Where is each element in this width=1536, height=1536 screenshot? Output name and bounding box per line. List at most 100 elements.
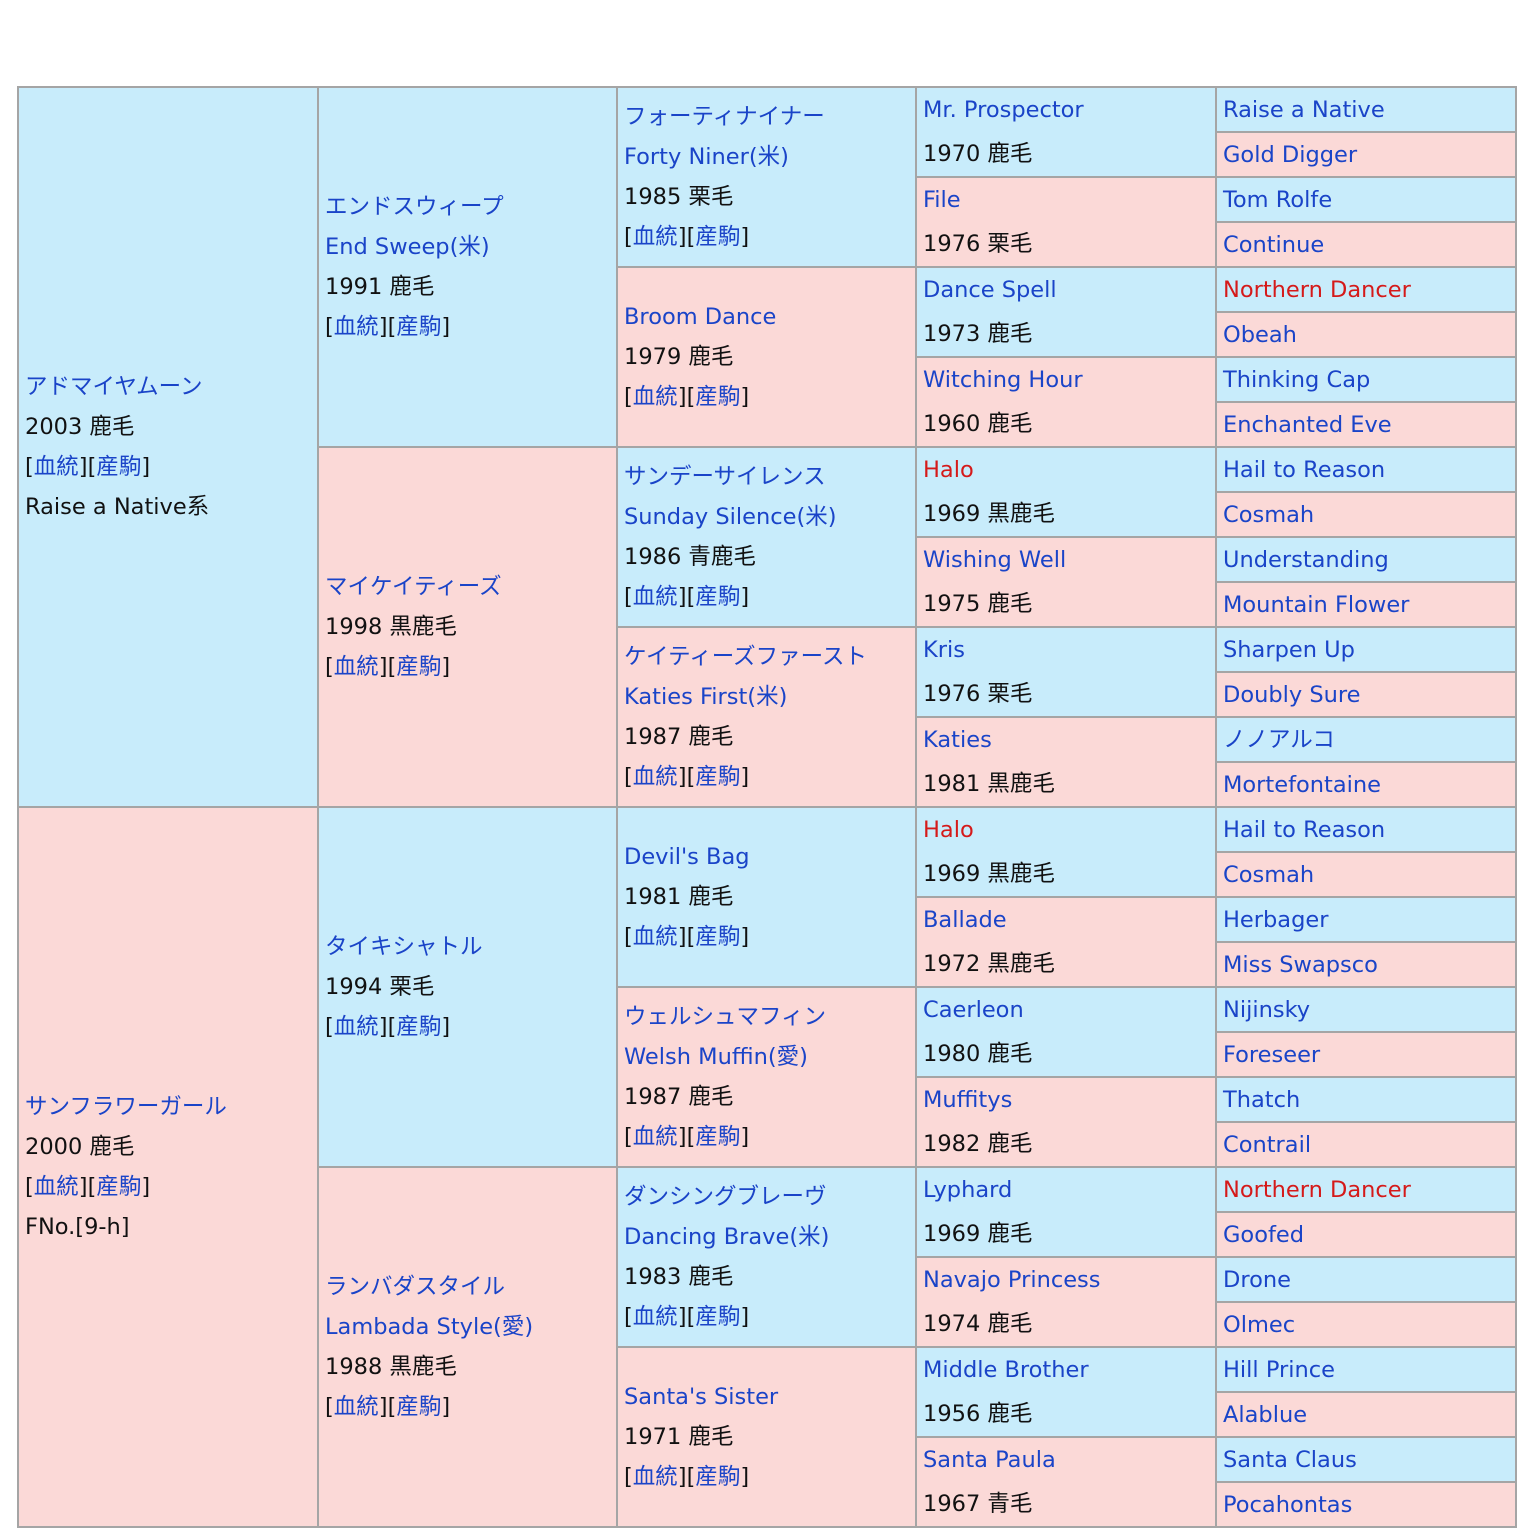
pedigree-cell-gen3: ウェルシュマフィン Welsh Muffin(愛) 1987 鹿毛 [血統][産駒] bbox=[616, 986, 917, 1168]
horse-name[interactable]: Olmec bbox=[1223, 1311, 1296, 1338]
horse-name[interactable]: Understanding bbox=[1223, 546, 1389, 573]
horse-foreign-name[interactable]: End Sweep(米) bbox=[325, 234, 490, 260]
horse-name[interactable]: Gold Digger bbox=[1223, 141, 1358, 168]
horse-name[interactable]: Drone bbox=[1223, 1266, 1291, 1293]
horse-name[interactable]: Santa Claus bbox=[1223, 1446, 1357, 1473]
bloodline-link[interactable]: 血統 bbox=[333, 1394, 379, 1420]
horse-name[interactable]: Middle Brother bbox=[923, 1357, 1089, 1383]
horse-name[interactable]: Mountain Flower bbox=[1223, 591, 1410, 618]
pedigree-row: Katies 1981 黒鹿毛 ノノアルコ bbox=[18, 716, 1517, 808]
horse-name[interactable]: ノノアルコ bbox=[1223, 726, 1335, 753]
bloodline-link[interactable]: 血統 bbox=[632, 1304, 678, 1330]
horse-name[interactable]: Kris bbox=[923, 637, 965, 663]
horse-name[interactable]: Nijinsky bbox=[1223, 996, 1311, 1023]
pedigree-row: ウェルシュマフィン Welsh Muffin(愛) 1987 鹿毛 [血統][産駒] C… bbox=[18, 986, 1517, 1168]
progeny-link[interactable]: 産駒 bbox=[396, 314, 442, 340]
horse-name[interactable]: Wishing Well bbox=[923, 547, 1067, 573]
horse-name[interactable]: Ballade bbox=[923, 907, 1007, 933]
horse-name[interactable]: Thatch bbox=[1223, 1086, 1301, 1113]
horse-name[interactable]: Halo bbox=[923, 817, 974, 843]
horse-name[interactable]: Santa's Sister bbox=[624, 1384, 779, 1410]
progeny-link[interactable]: 産駒 bbox=[695, 1124, 741, 1150]
horse-name[interactable]: Herbager bbox=[1223, 906, 1329, 933]
horse-name[interactable]: File bbox=[923, 187, 961, 213]
horse-name[interactable]: Sharpen Up bbox=[1223, 636, 1355, 663]
horse-name[interactable]: ダンシングブレーヴ bbox=[624, 1184, 827, 1210]
bloodline-link[interactable]: 血統 bbox=[333, 1014, 379, 1040]
bloodline-link[interactable]: 血統 bbox=[632, 924, 678, 950]
horse-name[interactable]: Tom Rolfe bbox=[1223, 186, 1333, 213]
horse-foreign-name[interactable]: Lambada Style(愛) bbox=[325, 1314, 534, 1340]
horse-name[interactable]: Broom Dance bbox=[624, 304, 777, 330]
horse-name[interactable]: Katies bbox=[923, 727, 992, 753]
horse-foreign-name[interactable]: Katies First(米) bbox=[624, 684, 788, 710]
horse-name[interactable]: Thinking Cap bbox=[1223, 366, 1371, 393]
progeny-link[interactable]: 産駒 bbox=[96, 1174, 142, 1200]
horse-name[interactable]: Hail to Reason bbox=[1223, 456, 1386, 483]
progeny-link[interactable]: 産駒 bbox=[695, 224, 741, 250]
horse-name[interactable]: Halo bbox=[923, 457, 974, 483]
horse-name[interactable]: Devil's Bag bbox=[624, 844, 750, 870]
horse-foreign-name[interactable]: Dancing Brave(米) bbox=[624, 1224, 830, 1250]
horse-name[interactable]: フォーティナイナー bbox=[624, 104, 825, 130]
horse-name[interactable]: Navajo Princess bbox=[923, 1267, 1101, 1293]
horse-name[interactable]: Cosmah bbox=[1223, 501, 1315, 528]
horse-foreign-name[interactable]: Forty Niner(米) bbox=[624, 144, 789, 170]
horse-name[interactable]: Raise a Native bbox=[1223, 96, 1385, 123]
horse-name[interactable]: Mortefontaine bbox=[1223, 771, 1382, 798]
horse-name[interactable]: サンフラワーガール bbox=[25, 1094, 227, 1120]
horse-name[interactable]: マイケイティーズ bbox=[325, 574, 502, 600]
horse-name[interactable]: Obeah bbox=[1223, 321, 1297, 348]
horse-name[interactable]: Doubly Sure bbox=[1223, 681, 1361, 708]
horse-name[interactable]: Witching Hour bbox=[923, 367, 1083, 393]
bloodline-link[interactable]: 血統 bbox=[632, 764, 678, 790]
bloodline-link[interactable]: 血統 bbox=[632, 224, 678, 250]
horse-name[interactable]: Enchanted Eve bbox=[1223, 411, 1392, 438]
bloodline-link[interactable]: 血統 bbox=[632, 1124, 678, 1150]
bloodline-link[interactable]: 血統 bbox=[33, 1174, 79, 1200]
bloodline-link[interactable]: 血統 bbox=[632, 1464, 678, 1490]
horse-name[interactable]: Caerleon bbox=[923, 997, 1024, 1023]
horse-name[interactable]: Hill Prince bbox=[1223, 1356, 1335, 1383]
progeny-link[interactable]: 産駒 bbox=[695, 764, 741, 790]
progeny-link[interactable]: 産駒 bbox=[695, 1304, 741, 1330]
horse-name[interactable]: Cosmah bbox=[1223, 861, 1315, 888]
horse-name[interactable]: サンデーサイレンス bbox=[624, 464, 826, 490]
horse-name[interactable]: Hail to Reason bbox=[1223, 816, 1386, 843]
horse-name[interactable]: Dance Spell bbox=[923, 277, 1057, 303]
horse-name[interactable]: Lyphard bbox=[923, 1177, 1013, 1203]
bloodline-link[interactable]: 血統 bbox=[632, 584, 678, 610]
horse-name[interactable]: Santa Paula bbox=[923, 1447, 1056, 1473]
progeny-link[interactable]: 産駒 bbox=[695, 384, 741, 410]
horse-name[interactable]: Pocahontas bbox=[1223, 1491, 1353, 1518]
horse-name[interactable]: エンドスウィープ bbox=[325, 194, 504, 220]
horse-name[interactable]: Goofed bbox=[1223, 1221, 1305, 1248]
horse-name[interactable]: タイキシャトル bbox=[325, 934, 483, 960]
horse-name[interactable]: ランバダスタイル bbox=[325, 1274, 506, 1300]
horse-name[interactable]: Alablue bbox=[1223, 1401, 1308, 1428]
horse-name[interactable]: Northern Dancer bbox=[1223, 276, 1411, 303]
progeny-link[interactable]: 産駒 bbox=[396, 654, 442, 680]
bloodline-link[interactable]: 血統 bbox=[33, 454, 79, 480]
progeny-link[interactable]: 産駒 bbox=[695, 924, 741, 950]
progeny-link[interactable]: 産駒 bbox=[396, 1394, 442, 1420]
progeny-link[interactable]: 産駒 bbox=[96, 454, 142, 480]
progeny-link[interactable]: 産駒 bbox=[396, 1014, 442, 1040]
horse-name[interactable]: Northern Dancer bbox=[1223, 1176, 1411, 1203]
bloodline-link[interactable]: 血統 bbox=[632, 384, 678, 410]
bloodline-link[interactable]: 血統 bbox=[333, 654, 379, 680]
horse-name[interactable]: Contrail bbox=[1223, 1131, 1312, 1158]
horse-name[interactable]: Mr. Prospector bbox=[923, 97, 1084, 123]
horse-name[interactable]: Foreseer bbox=[1223, 1041, 1321, 1068]
bloodline-link[interactable]: 血統 bbox=[333, 314, 379, 340]
horse-name[interactable]: アドマイヤムーン bbox=[25, 374, 203, 400]
progeny-link[interactable]: 産駒 bbox=[695, 1464, 741, 1490]
horse-foreign-name[interactable]: Welsh Muffin(愛) bbox=[624, 1044, 808, 1070]
horse-name[interactable]: ウェルシュマフィン bbox=[624, 1004, 827, 1030]
horse-name[interactable]: Muffitys bbox=[923, 1087, 1013, 1113]
progeny-link[interactable]: 産駒 bbox=[695, 584, 741, 610]
horse-foreign-name[interactable]: Sunday Silence(米) bbox=[624, 504, 837, 530]
horse-name[interactable]: Miss Swapsco bbox=[1223, 951, 1378, 978]
horse-name[interactable]: ケイティーズファースト bbox=[624, 644, 868, 670]
horse-name[interactable]: Continue bbox=[1223, 231, 1325, 258]
